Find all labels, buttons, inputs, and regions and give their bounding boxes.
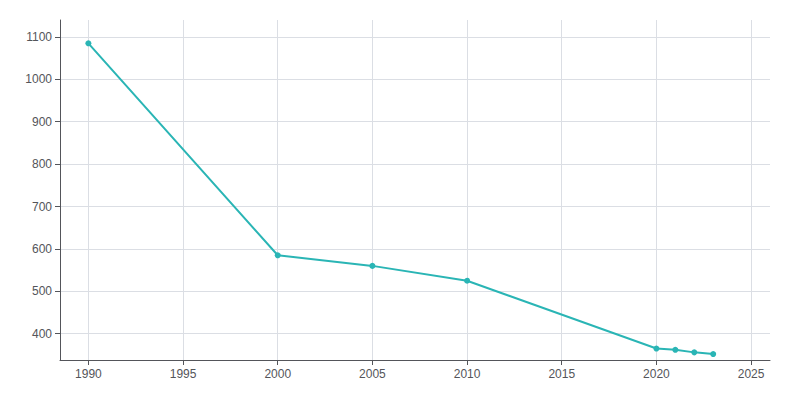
svg-text:800: 800 <box>32 157 52 171</box>
svg-text:700: 700 <box>32 200 52 214</box>
svg-text:1990: 1990 <box>75 367 102 381</box>
svg-text:400: 400 <box>32 327 52 341</box>
svg-text:600: 600 <box>32 242 52 256</box>
svg-text:2000: 2000 <box>264 367 291 381</box>
svg-text:2010: 2010 <box>454 367 481 381</box>
svg-text:1000: 1000 <box>25 72 52 86</box>
svg-text:1100: 1100 <box>26 30 52 44</box>
svg-text:1995: 1995 <box>170 367 197 381</box>
svg-text:2025: 2025 <box>738 367 765 381</box>
svg-text:500: 500 <box>32 284 52 298</box>
svg-text:2020: 2020 <box>643 367 670 381</box>
svg-text:900: 900 <box>32 115 52 129</box>
svg-text:2005: 2005 <box>359 367 386 381</box>
svg-text:2015: 2015 <box>548 367 575 381</box>
